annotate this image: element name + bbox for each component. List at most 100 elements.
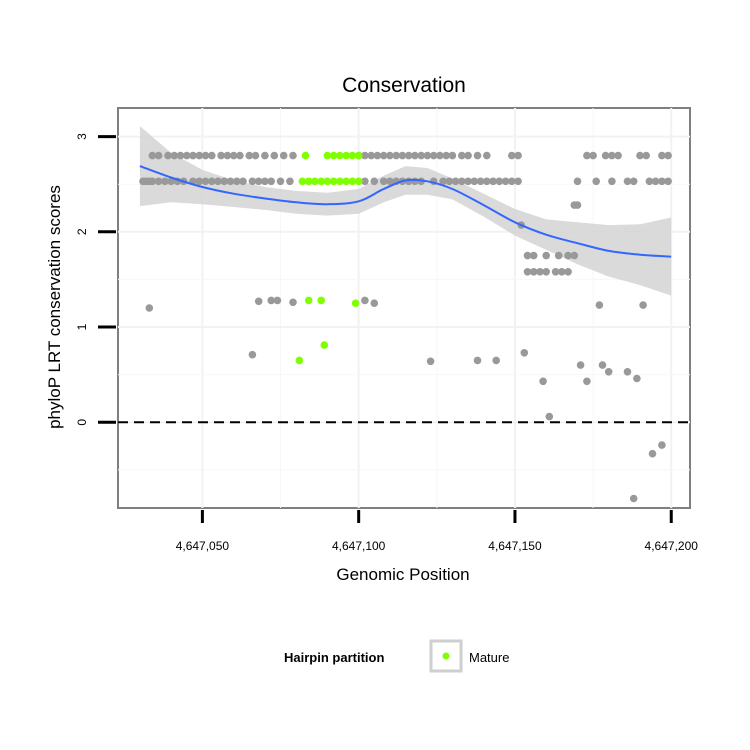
other-point — [220, 177, 229, 186]
other-point — [658, 441, 666, 449]
other-point — [642, 151, 650, 160]
other-point — [392, 151, 401, 160]
other-point — [386, 177, 394, 186]
mature-point — [342, 177, 351, 186]
other-point — [261, 177, 269, 186]
other-point — [473, 356, 482, 365]
other-point — [573, 177, 582, 186]
y-tick-label: 3 — [75, 133, 89, 140]
mature-point — [301, 151, 310, 160]
other-point — [233, 177, 241, 186]
other-point — [483, 151, 491, 160]
other-point — [589, 151, 597, 160]
other-point — [195, 177, 204, 186]
other-point — [223, 151, 232, 160]
other-point — [267, 296, 276, 305]
other-point — [154, 151, 163, 160]
other-point — [195, 151, 204, 160]
other-point — [417, 151, 426, 160]
other-point — [451, 177, 460, 186]
mature-point — [304, 177, 313, 186]
other-point — [595, 301, 604, 309]
other-point — [176, 151, 185, 160]
x-tick-label: 4,647,050 — [176, 539, 230, 553]
other-point — [279, 151, 288, 160]
other-point — [514, 177, 522, 186]
other-point — [623, 368, 632, 376]
mature-point — [298, 177, 307, 186]
other-point — [154, 177, 163, 186]
other-point — [217, 151, 225, 160]
legend: Hairpin partition Mature — [284, 639, 509, 673]
other-point — [201, 177, 210, 186]
other-point — [629, 494, 638, 503]
other-point — [214, 177, 222, 186]
other-point — [483, 177, 491, 186]
other-point — [201, 151, 210, 160]
other-point — [404, 151, 413, 160]
other-point — [529, 251, 538, 260]
other-point — [289, 298, 297, 307]
other-point — [573, 201, 582, 209]
other-point — [248, 177, 257, 186]
other-point — [189, 151, 197, 160]
mature-point — [317, 177, 326, 186]
mature-point — [348, 151, 357, 160]
other-point — [542, 268, 550, 276]
other-point — [604, 368, 613, 376]
other-point — [636, 151, 644, 160]
other-point — [254, 297, 263, 306]
mature-point — [317, 296, 326, 305]
other-point — [423, 151, 432, 160]
mature-point — [342, 151, 351, 160]
confidence-band — [139, 126, 672, 296]
other-point — [254, 177, 263, 186]
mature-point — [336, 177, 344, 186]
legend-title: Hairpin partition — [284, 650, 384, 665]
other-point — [554, 251, 563, 260]
other-point — [145, 304, 154, 312]
other-point — [542, 251, 550, 260]
other-point — [286, 177, 294, 186]
other-point — [464, 177, 472, 186]
other-point — [273, 296, 282, 305]
other-point — [148, 151, 157, 160]
other-point — [411, 151, 419, 160]
other-point — [208, 151, 216, 160]
mature-point — [354, 177, 363, 186]
other-point — [373, 151, 382, 160]
mature-point — [329, 151, 338, 160]
other-point — [164, 151, 172, 160]
x-tick-label: 4,647,150 — [488, 539, 542, 553]
mature-point — [323, 151, 332, 160]
other-point — [439, 177, 447, 186]
other-point — [361, 296, 369, 305]
other-point — [429, 151, 438, 160]
other-point — [536, 268, 544, 276]
other-point — [261, 151, 269, 160]
other-point — [470, 177, 479, 186]
other-point — [442, 151, 451, 160]
y-tick-label: 1 — [75, 323, 89, 330]
other-point — [629, 177, 638, 186]
other-point — [458, 151, 466, 160]
y-tick-label: 2 — [75, 228, 89, 235]
other-point — [289, 151, 297, 160]
other-point — [539, 377, 547, 386]
other-point — [436, 151, 444, 160]
mature-point — [329, 177, 338, 186]
other-point — [148, 177, 157, 186]
other-point — [648, 449, 657, 458]
other-point — [251, 151, 260, 160]
other-point — [379, 177, 388, 186]
other-point — [601, 151, 610, 160]
other-point — [564, 268, 572, 276]
other-point — [508, 151, 516, 160]
mature-point — [354, 151, 363, 160]
other-point — [529, 268, 538, 276]
other-point — [367, 151, 376, 160]
x-tick-label: 4,647,200 — [645, 539, 699, 553]
other-point — [161, 177, 169, 186]
other-point — [608, 151, 616, 160]
